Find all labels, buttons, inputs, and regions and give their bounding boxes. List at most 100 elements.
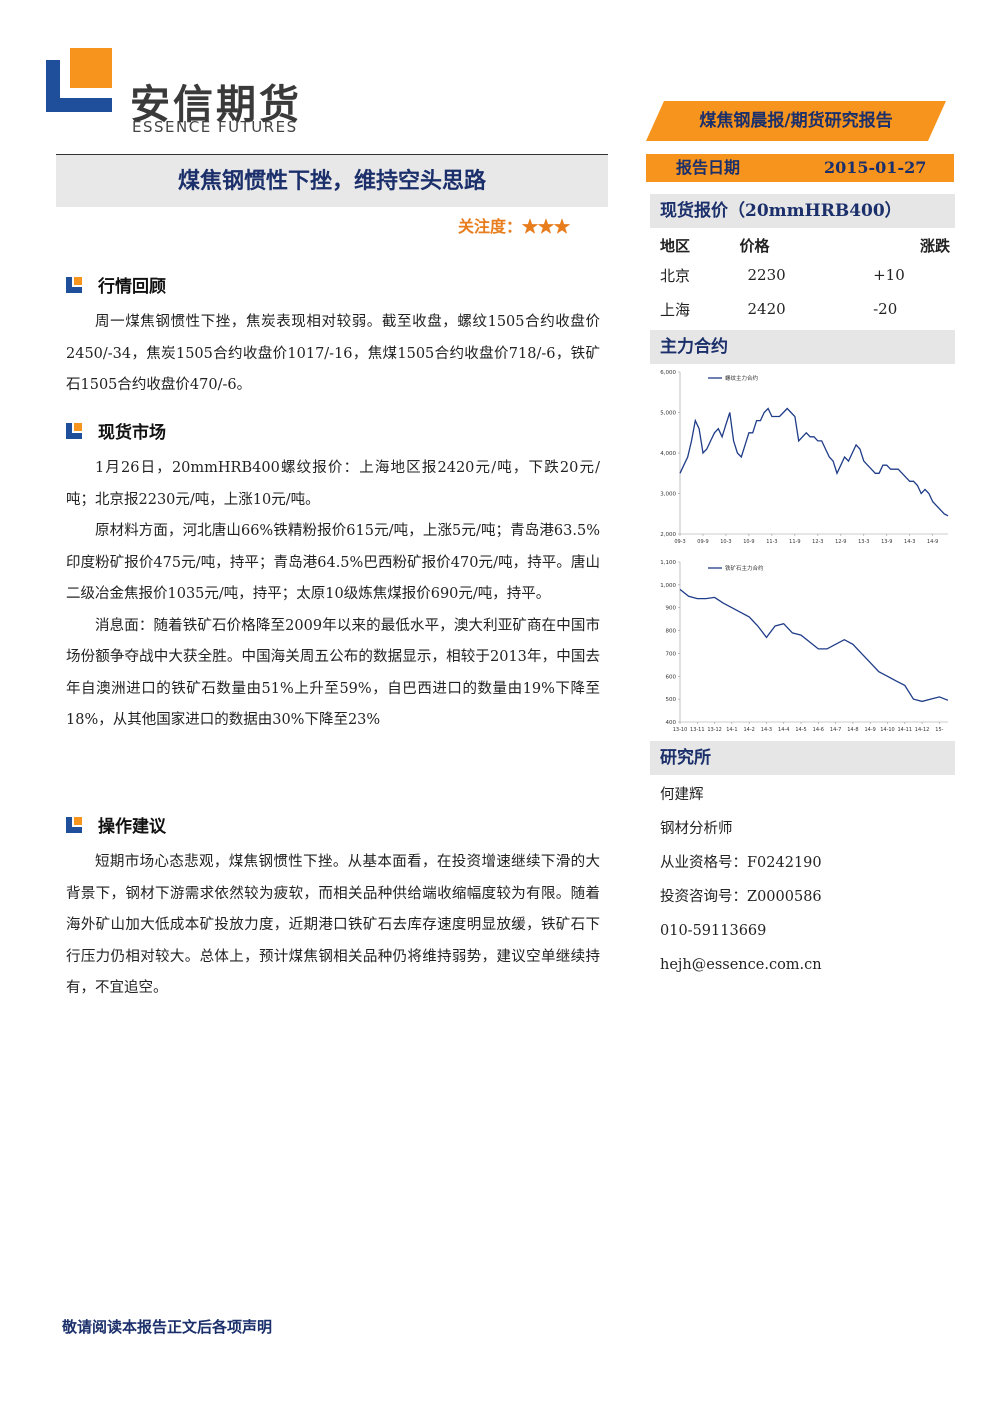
x-tick-label: 14-12 [915,727,930,733]
x-tick-label: 14-5 [795,727,806,733]
cell: +10 [873,266,905,284]
x-tick-label: 11-9 [789,539,800,545]
line [679,407,949,517]
date-bar: 报告日期 2015-01-27 [646,154,954,182]
line [679,588,949,703]
x-tick-label: 09-3 [674,539,685,545]
paragraph: 原材料方面，河北唐山66%铁精粉报价615元/吨，上涨5元/吨；青岛港63.5%… [66,523,600,602]
x-tick-label: 10-3 [720,539,731,545]
x-tick-label: 14-3 [761,727,772,733]
paragraph: 周一煤焦钢惯性下挫，焦炭表现相对较弱。截至收盘，螺纹1505合约收盘价2450/… [66,314,600,393]
icon-part [74,816,82,825]
heading-text: 操作建议 [98,817,166,837]
x-tick-label: 13-9 [881,539,892,545]
research-title: 研究所 [650,741,955,775]
y-tick-label: 800 [666,629,677,635]
y-tick-label: 400 [666,720,677,726]
x-tick-label: 11-3 [766,539,777,545]
x-tick-label: 14-1 [726,727,737,733]
paragraph: 消息面：随着铁矿石价格降至2009年以来的最低水平，澳大利亚矿商在中国市场份额争… [66,617,600,729]
y-tick-label: 1,000 [660,583,676,589]
section: 操作建议短期市场心态悲观，煤焦钢惯性下挫。从基本面看，在投资增速继续下滑的大背景… [66,812,600,1005]
attention-label: 关注度： [458,217,523,236]
footer: 敬请阅读本报告正文后各项声明 [62,1318,273,1336]
x-tick-label: 14-9 [865,727,876,733]
logo-subtext: ESSENCE FUTURES [132,118,298,136]
research-line: 钢材分析师 [660,821,733,837]
x-tick-label: 09-9 [697,539,708,545]
icon-part [74,276,82,285]
x-tick-label: 14-9 [927,539,938,545]
x-tick-label: 14-10 [880,727,895,733]
x-tick-label: 14-7 [830,727,841,733]
section-heading: 操作建议 [66,812,600,837]
spot-table: 地区 价格 涨跌 北京 2230 +10 上海 2420 -20 [660,232,950,326]
logo-text: 安信期货 [130,82,302,128]
date-label: 报告日期 [676,158,741,177]
y-tick-label: 700 [666,651,677,657]
date: 2015-01-27 [824,158,927,177]
cell: 2420 [747,300,786,318]
y-tick-label: 500 [666,697,677,703]
heading-text: 现货市场 [98,423,166,443]
research-line: 投资咨询号：Z0000586 [660,889,822,905]
col-header: 价格 [739,236,770,255]
legend-label: 螺纹主力合约 [725,374,759,382]
x-tick-label: 14-6 [813,727,824,733]
section-icon [66,276,82,293]
col-header: 地区 [660,236,691,255]
y-tick-label: 900 [666,606,677,612]
x-tick-label: 14-3 [904,539,915,545]
attention: 关注度：★★★ [458,213,570,237]
section: 行情回顾周一煤焦钢惯性下挫，焦炭表现相对较弱。截至收盘，螺纹1505合约收盘价2… [66,272,600,402]
icon-part [74,422,82,431]
y-tick-label: 3,000 [660,492,676,498]
col-header: 涨跌 [919,236,950,255]
cell: 2230 [747,266,786,284]
attention-stars: ★★★ [522,217,571,236]
x-tick-label: 10-9 [743,539,754,545]
paragraph: 短期市场心态悲观，煤焦钢惯性下挫。从基本面看，在投资增速继续下滑的大背景下，钢材… [66,854,600,996]
research-line: 从业资格号：F0242190 [660,855,822,871]
x-tick-label: 13-3 [858,539,869,545]
research-line: 何建辉 [660,787,704,803]
x-tick-label: 15- [935,727,943,733]
x-tick-label: 12-9 [835,539,846,545]
chart: 2,000 3,000 4,000 5,000 6,000 09-3 09-9 10-3 10-… [660,370,949,545]
section-icon [66,422,82,439]
x-tick-label: 14-2 [743,727,754,733]
contract-title: 主力合约 [650,330,955,364]
cell: 上海 [660,300,691,319]
logo-mark [46,48,112,112]
cell: 北京 [660,266,691,285]
x-tick-label: 14-8 [847,727,858,733]
section-icon [66,816,82,833]
y-tick-label: 1,100 [660,560,676,566]
research-info: 何建辉钢材分析师从业资格号：F0242190 投资咨询号：Z0000586 010-… [660,778,822,982]
x-tick-label: 13-12 [707,727,722,733]
section: 现货市场 1月26日，20mmHRB400螺纹报价：上海地区报2420元/吨，下跌… [66,418,600,737]
spot-title: 现货报价（20mmHRB400） [650,194,955,228]
heading-text: 行情回顾 [98,277,166,297]
y-tick-label: 600 [666,674,677,680]
x-tick-label: 14-4 [778,727,789,733]
chart: 400 500 600 700 800 900 1,000 1,100 13-10 13-11 13… [660,560,949,733]
x-tick-label: 14-11 [898,727,913,733]
legend-label: 铁矿石主力合约 [725,564,764,572]
x-tick-label: 12-3 [812,539,823,545]
y-tick-label: 6,000 [660,370,676,376]
section-heading: 现货市场 [66,418,600,443]
research-line: 010-59113669 [660,923,767,939]
paragraph: 1月26日，20mmHRB400螺纹报价：上海地区报2420元/吨，下跌20元/… [66,460,600,508]
y-tick-label: 5,000 [660,411,676,417]
research-line: hejh@essence.com.cn [660,957,822,973]
x-tick-label: 13-10 [673,727,688,733]
title: 煤焦钢惯性下挫，维持空头思路 [56,154,608,207]
y-tick-label: 4,000 [660,451,676,457]
cell: -20 [873,300,898,318]
x-tick-label: 13-11 [690,727,705,733]
section-heading: 行情回顾 [66,272,600,297]
report-type: 煤焦钢晨报/期货研究报告 [646,101,946,141]
y-tick-label: 2,000 [660,532,676,538]
